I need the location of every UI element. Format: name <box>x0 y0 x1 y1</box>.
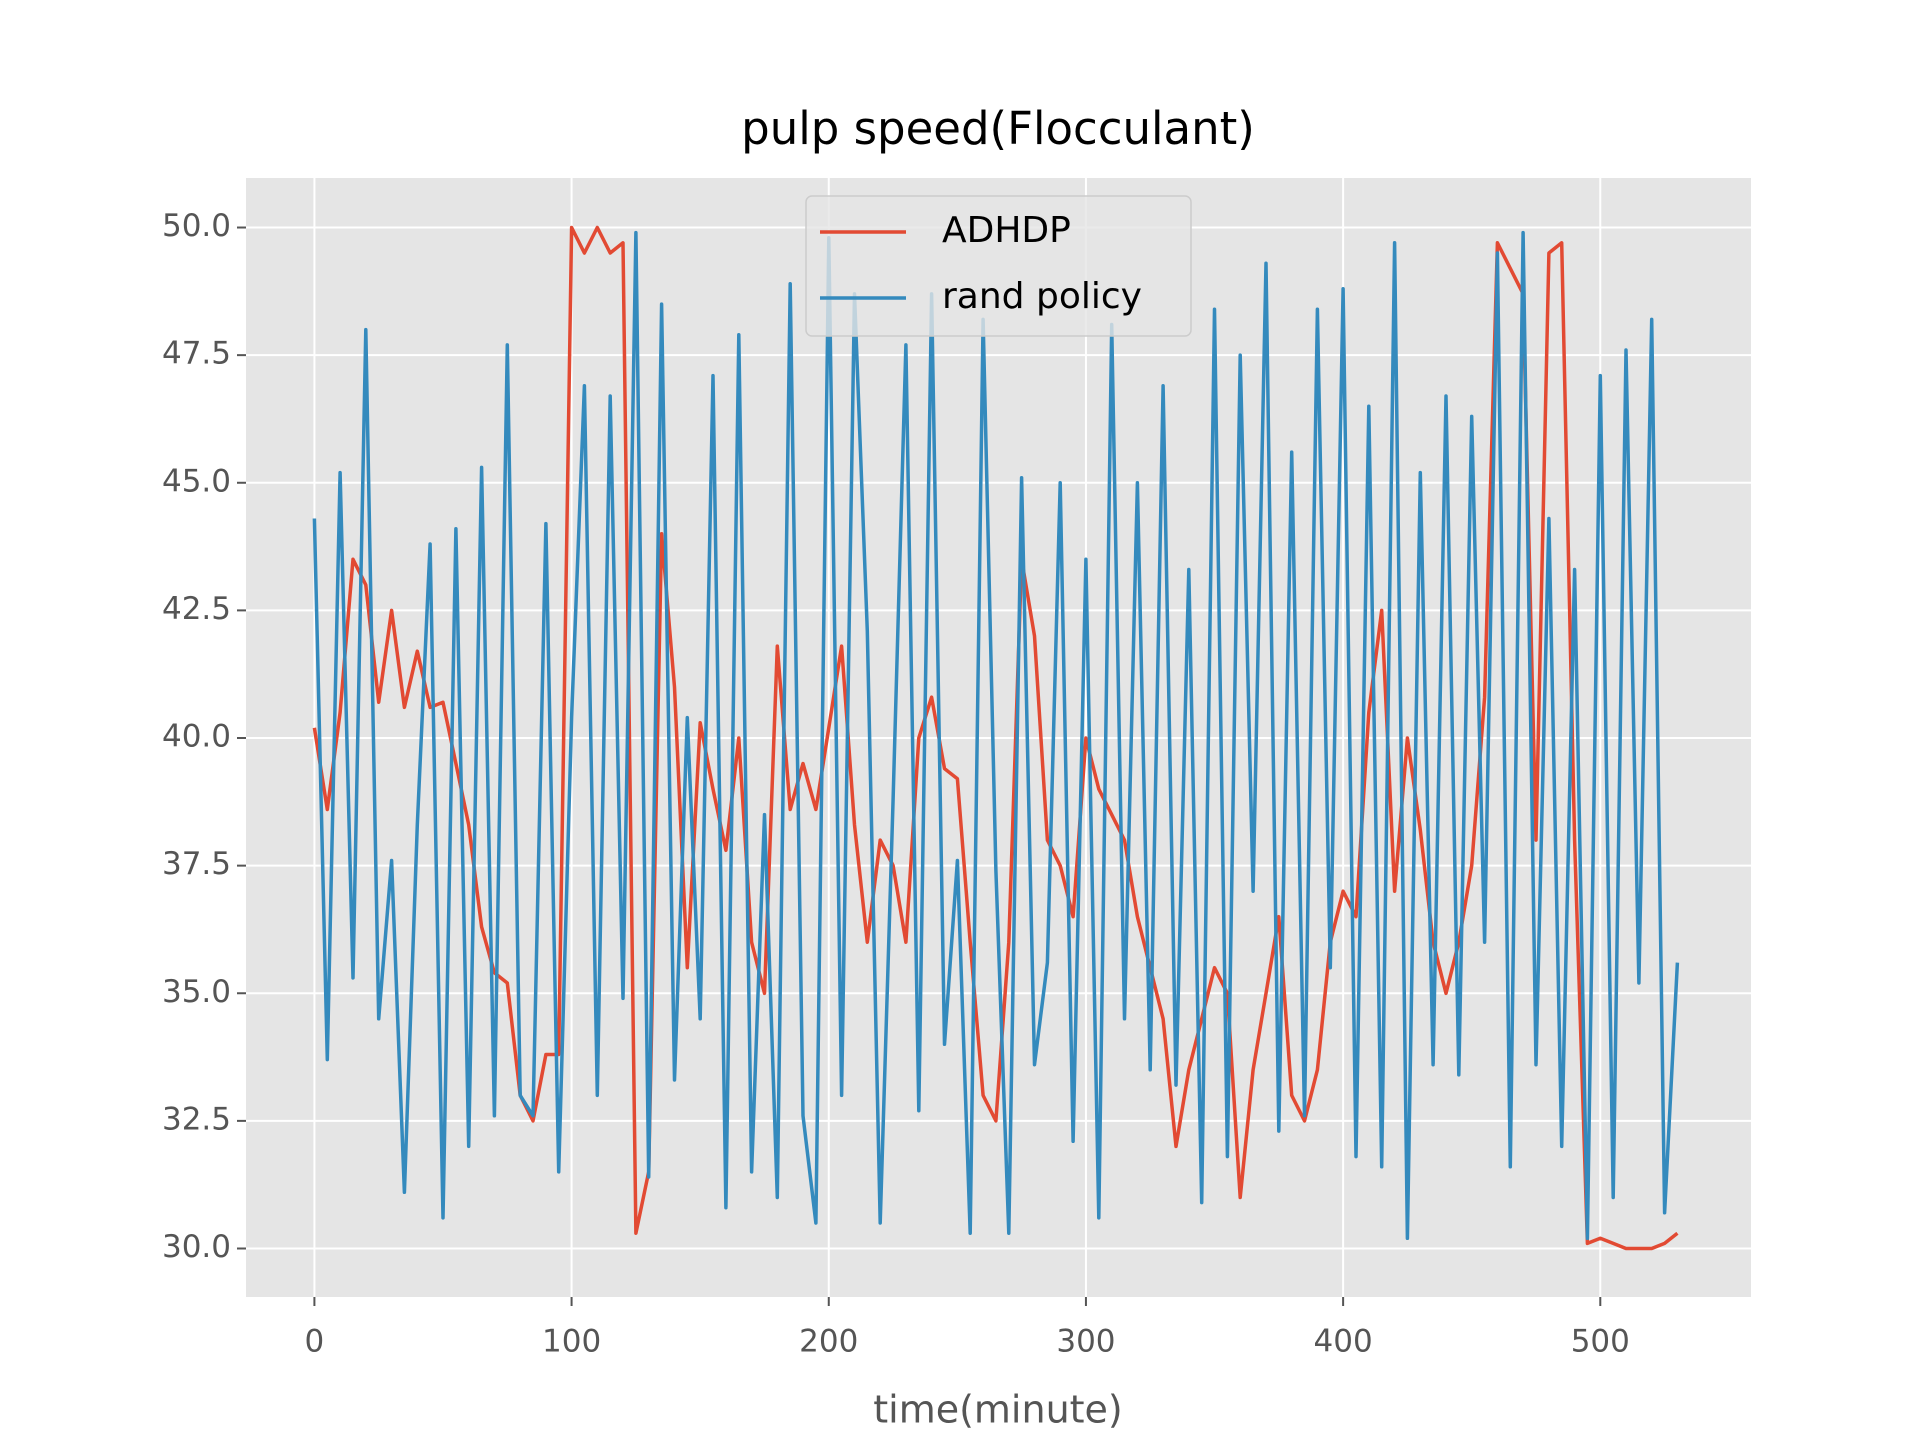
chart-title: pulp speed(Flocculant) <box>741 102 1255 155</box>
y-tick-label: 40.0 <box>162 719 231 755</box>
legend: ADHDP rand policy <box>805 195 1192 337</box>
x-tick-label: 0 <box>305 1324 325 1360</box>
series-line <box>312 230 1680 1241</box>
x-tick-label: 500 <box>1571 1324 1630 1360</box>
x-tick-label: 100 <box>542 1324 601 1360</box>
y-tick-label: 42.5 <box>162 591 231 627</box>
x-tick-label: 400 <box>1314 1324 1373 1360</box>
y-tick-label: 45.0 <box>162 463 231 499</box>
x-tick-label: 300 <box>1056 1324 1115 1360</box>
x-tick-label: 200 <box>799 1324 858 1360</box>
x-axis-label: time(minute) <box>873 1388 1123 1432</box>
y-tick-label: 32.5 <box>162 1101 231 1137</box>
y-tick-label: 37.5 <box>162 846 231 882</box>
legend-label: rand policy <box>942 276 1142 317</box>
y-tick-label: 30.0 <box>162 1229 231 1265</box>
legend-label: ADHDP <box>942 210 1071 251</box>
y-tick-label: 47.5 <box>162 336 231 372</box>
y-tick-label: 35.0 <box>162 974 231 1010</box>
y-tick-label: 50.0 <box>162 208 231 244</box>
series-line <box>312 225 1679 1251</box>
